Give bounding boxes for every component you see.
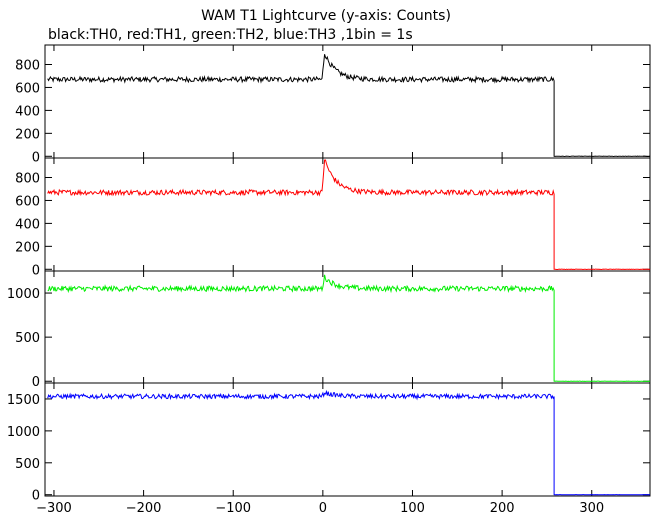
y-tick-label: 0 [32,263,40,278]
x-tick-label: 300 [579,501,604,515]
series-line-TH3 [47,389,651,496]
y-tick-label: 600 [15,194,40,209]
x-tick-label: 100 [400,501,425,515]
x-tick-label: −100 [215,501,251,515]
panel-frame-TH3 [44,382,651,497]
y-tick-label: 1000 [7,287,40,302]
y-tick-label: 1000 [7,425,40,440]
x-tick-label: −300 [36,501,72,515]
y-tick-label: 200 [15,127,40,142]
series-line-TH1 [47,159,651,271]
y-tick-label: 500 [15,457,40,472]
panel-frame-TH0 [44,44,651,159]
y-tick-label: 0 [32,375,40,390]
x-tick-label: 200 [490,501,515,515]
series-line-TH0 [47,54,651,158]
y-tick-label: 800 [15,172,40,187]
y-tick-label: 800 [15,59,40,74]
y-tick-label: 0 [32,489,40,504]
series-line-TH2 [47,274,651,382]
panel-frame-TH1 [44,157,651,272]
y-tick-label: 0 [32,150,40,165]
x-tick-label: −200 [126,501,162,515]
x-tick-label: 0 [319,501,327,515]
chart-subtitle: black:TH0, red:TH1, green:TH2, blue:TH3 … [48,27,413,43]
y-tick-label: 400 [15,217,40,232]
y-tick-label: 400 [15,104,40,119]
y-tick-label: 1500 [7,393,40,408]
chart-title: WAM T1 Lightcurve (y-axis: Counts) [201,8,451,24]
y-tick-label: 500 [15,331,40,346]
y-tick-label: 200 [15,240,40,255]
y-tick-label: 600 [15,81,40,96]
